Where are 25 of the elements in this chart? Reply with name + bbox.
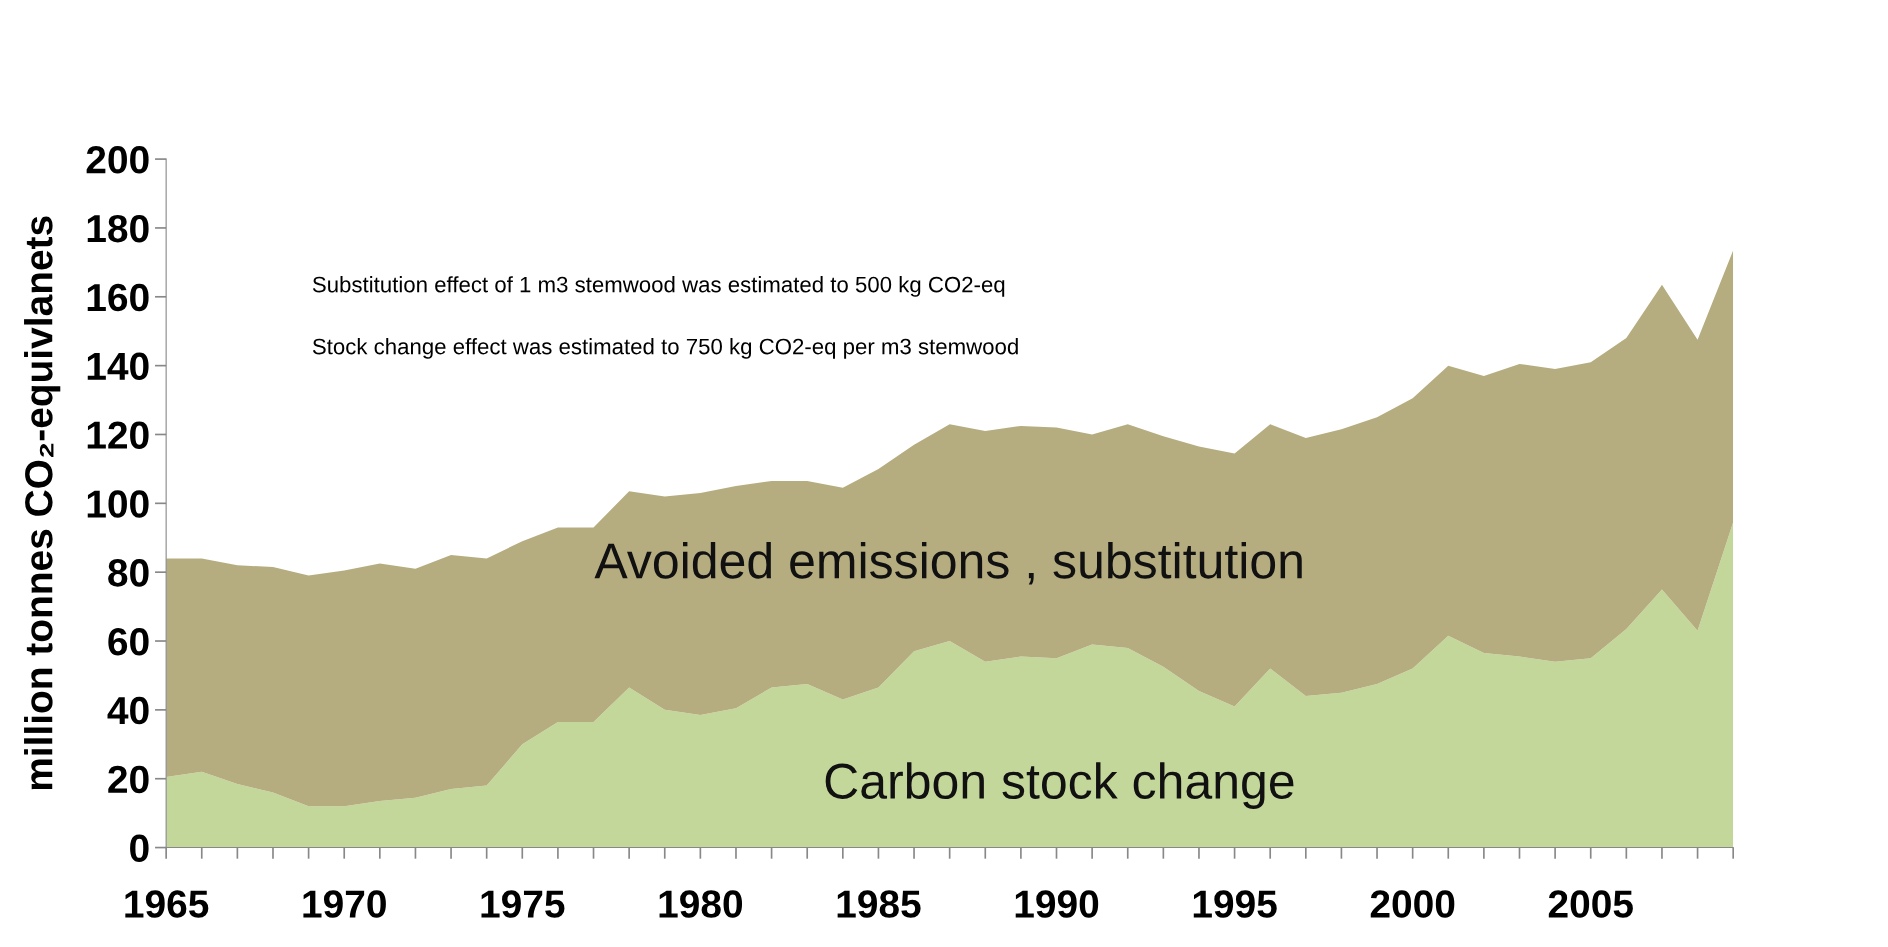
y-axis-title: million tonnes CO₂-equivlanets	[24, 216, 61, 790]
y-tick-label: 180	[87, 214, 149, 243]
x-tick-label: 1995	[1193, 890, 1277, 918]
y-tick-label: 200	[86, 146, 149, 174]
x-tick-label: 1990	[1015, 890, 1099, 918]
annotation: Substitution effect of 1 m3 stemwood was estimated to 500 kg CO2-eq	[312, 276, 1005, 297]
x-tick-label: 2000	[1370, 890, 1455, 918]
y-tick-label: 100	[87, 490, 149, 518]
x-tick-label: 1975	[481, 890, 565, 918]
x-tick-label: 2005	[1548, 890, 1633, 918]
y-tick-label: 20	[108, 765, 149, 794]
x-tick-label: 1970	[303, 890, 386, 918]
y-tick-label: 0	[130, 834, 149, 863]
x-tick-label: 1985	[837, 890, 921, 918]
y-tick-label: 40	[107, 696, 149, 725]
x-tick-label: 1980	[659, 890, 743, 918]
series-label: Avoided emissions , substitution	[594, 541, 1302, 585]
y-tick-label: 160	[87, 283, 149, 312]
series-label: Carbon stock change	[825, 762, 1294, 809]
y-tick-label: 120	[87, 421, 149, 449]
y-tick-label: 60	[108, 627, 149, 656]
annotation: Stock change effect was estimated to 750 kg CO2-eq per m3 stemwood	[312, 338, 1018, 359]
y-tick-label: 80	[108, 559, 149, 587]
x-tick-label: 1965	[125, 890, 209, 918]
y-tick-label: 140	[87, 352, 149, 381]
